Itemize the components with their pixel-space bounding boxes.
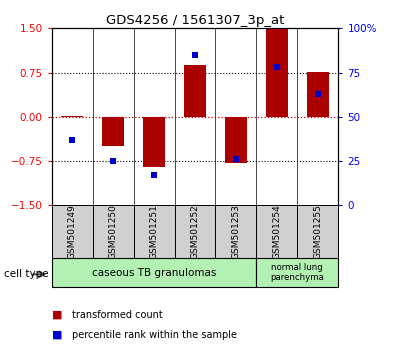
Point — [274, 64, 280, 70]
Bar — [93, 205, 134, 258]
Text: GSM501254: GSM501254 — [272, 205, 281, 259]
Point — [69, 137, 75, 143]
Text: transformed count: transformed count — [72, 310, 162, 320]
Point — [233, 156, 239, 162]
Text: cell type: cell type — [4, 269, 49, 279]
Bar — [265, 28, 288, 117]
Text: GSM501255: GSM501255 — [313, 204, 322, 259]
Bar — [175, 205, 215, 258]
Text: caseous TB granulomas: caseous TB granulomas — [92, 268, 216, 278]
Point — [151, 172, 157, 178]
Text: percentile rank within the sample: percentile rank within the sample — [72, 330, 237, 339]
Point — [315, 91, 321, 97]
Point — [192, 52, 198, 58]
Bar — [297, 205, 338, 258]
Bar — [134, 205, 175, 258]
Bar — [102, 117, 125, 146]
Text: GSM501251: GSM501251 — [150, 204, 158, 259]
Bar — [306, 72, 329, 117]
Text: GSM501249: GSM501249 — [68, 205, 77, 259]
Text: GSM501250: GSM501250 — [109, 204, 118, 259]
Text: ■: ■ — [52, 330, 62, 339]
Bar — [256, 258, 338, 287]
Bar — [61, 116, 84, 117]
Text: ■: ■ — [52, 310, 62, 320]
Bar — [52, 205, 93, 258]
Bar — [256, 205, 297, 258]
Bar — [52, 258, 256, 287]
Text: normal lung
parenchyma: normal lung parenchyma — [270, 263, 324, 282]
Bar — [225, 117, 247, 163]
Point — [110, 158, 116, 164]
Bar — [215, 205, 256, 258]
Text: GSM501253: GSM501253 — [232, 204, 240, 259]
Title: GDS4256 / 1561307_3p_at: GDS4256 / 1561307_3p_at — [106, 14, 284, 27]
Bar — [143, 117, 165, 167]
Bar — [184, 65, 206, 117]
Text: GSM501252: GSM501252 — [191, 205, 199, 259]
